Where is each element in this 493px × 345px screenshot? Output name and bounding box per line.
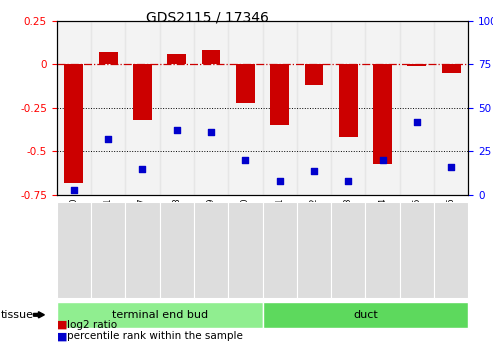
Point bbox=[173, 128, 181, 133]
Bar bbox=[133, 64, 152, 120]
Point bbox=[139, 166, 146, 171]
Bar bbox=[339, 64, 358, 137]
Bar bbox=[262, 21, 297, 195]
Bar bbox=[434, 21, 468, 195]
Text: duct: duct bbox=[353, 310, 378, 320]
Point bbox=[276, 178, 283, 184]
Bar bbox=[125, 21, 160, 195]
Bar bbox=[331, 21, 365, 195]
Bar bbox=[365, 21, 400, 195]
Point bbox=[344, 178, 352, 184]
Text: ■: ■ bbox=[57, 332, 67, 341]
Text: ■: ■ bbox=[57, 320, 67, 330]
Bar bbox=[91, 21, 125, 195]
Bar bbox=[167, 54, 186, 64]
Point bbox=[310, 168, 318, 173]
Bar bbox=[65, 64, 83, 183]
Text: percentile rank within the sample: percentile rank within the sample bbox=[67, 332, 243, 341]
Bar bbox=[400, 21, 434, 195]
Text: log2 ratio: log2 ratio bbox=[67, 320, 117, 330]
Point bbox=[413, 119, 421, 125]
Bar bbox=[236, 64, 255, 102]
Text: terminal end bud: terminal end bud bbox=[111, 310, 208, 320]
Point bbox=[447, 164, 455, 170]
Point bbox=[379, 157, 387, 163]
Bar bbox=[305, 64, 323, 85]
Text: GDS2115 / 17346: GDS2115 / 17346 bbox=[145, 10, 269, 24]
Point bbox=[104, 136, 112, 142]
Bar bbox=[57, 21, 91, 195]
Bar bbox=[99, 52, 118, 64]
Bar bbox=[407, 64, 426, 66]
Bar bbox=[297, 21, 331, 195]
Point bbox=[207, 129, 215, 135]
Bar bbox=[160, 21, 194, 195]
Text: tissue: tissue bbox=[1, 310, 34, 320]
Bar bbox=[270, 64, 289, 125]
Point bbox=[242, 157, 249, 163]
Bar bbox=[442, 64, 460, 73]
Bar bbox=[202, 50, 220, 64]
Bar bbox=[194, 21, 228, 195]
Bar bbox=[228, 21, 262, 195]
Bar bbox=[373, 64, 392, 164]
Point bbox=[70, 187, 78, 193]
